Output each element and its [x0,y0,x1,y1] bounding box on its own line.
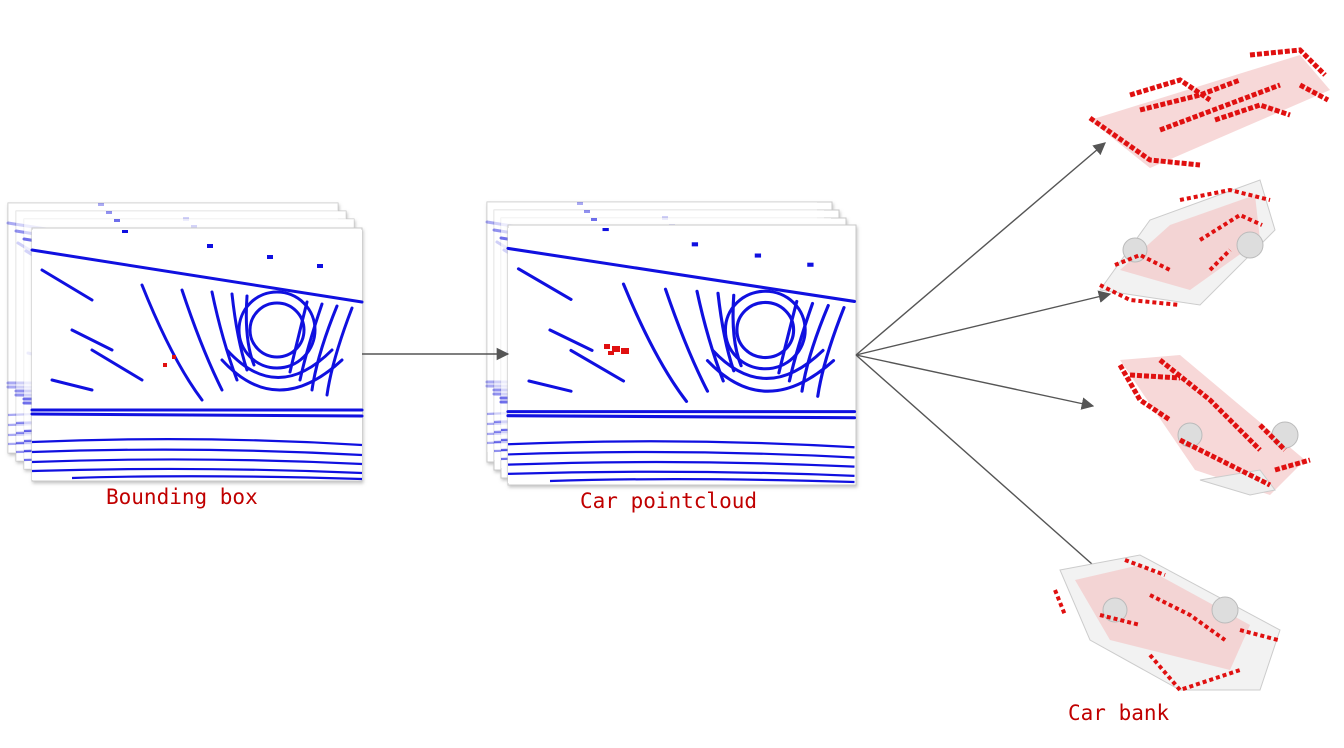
car-pointcloud-points [604,344,629,355]
lidar-scan-frame [30,228,364,482]
arrow-to-car-2 [855,290,1112,356]
bounding-box-label: Bounding box [106,485,258,509]
arrow-to-car-4 [855,354,1111,581]
car-pointcloud-label: Car pointcloud [580,489,758,513]
bounding-box-frame-stack [8,203,364,482]
arrow-to-car-3 [855,354,1095,410]
car-model-1 [1088,47,1330,168]
car-model-2 [1099,179,1276,307]
car-model-4 [1053,554,1281,693]
car-bank [1053,47,1330,693]
car-bank-label: Car bank [1068,701,1170,725]
car-model-3 [1117,355,1311,496]
car-pointcloud-frame-stack [485,200,857,486]
flow-arrows [362,142,1112,581]
lidar-scan-frame [506,226,857,485]
arrow-to-car-1 [855,142,1106,356]
car-detection-points [163,355,176,367]
